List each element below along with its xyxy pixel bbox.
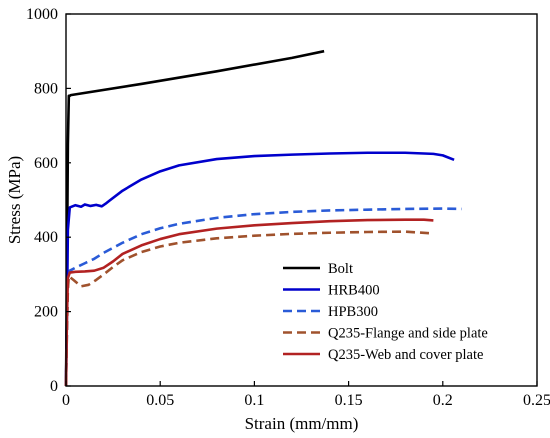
y-tick-label: 600 — [34, 155, 58, 172]
x-tick-label: 0.2 — [433, 392, 453, 409]
series-line-3 — [64, 230, 434, 387]
series-layer — [64, 49, 462, 387]
legend-label-4: Q235-Web and cover plate — [328, 347, 483, 363]
x-tick-label: 0 — [62, 392, 70, 409]
y-tick-label: 0 — [50, 378, 58, 395]
y-tick-label: 400 — [34, 229, 58, 246]
legend-label-3: Q235-Flange and side plate — [328, 326, 488, 342]
x-tick-label: 0.05 — [146, 392, 174, 409]
y-tick-label: 1000 — [26, 6, 58, 23]
x-tick-label: 0.1 — [244, 392, 264, 409]
y-axis-label: Stress (MPa) — [5, 156, 24, 244]
ticks-layer: 0 0.05 0.1 0.15 0.2 0.25 0 200 400 600 800 1000 — [26, 6, 550, 409]
y-tick-label: 200 — [34, 304, 58, 321]
legend: Bolt HRB400 HPB300 Q235-Flange and side pla… — [283, 261, 488, 363]
series-line-2 — [64, 207, 462, 387]
series-line-0 — [64, 49, 325, 387]
x-tick-label: 0.25 — [523, 392, 550, 409]
series-line-1 — [64, 151, 455, 387]
plot-frame — [65, 13, 538, 387]
series-line-4 — [64, 218, 434, 387]
y-tick-label: 800 — [34, 80, 58, 97]
x-tick-label: 0.15 — [335, 392, 363, 409]
x-axis-label: Strain (mm/mm) — [245, 414, 359, 433]
legend-label-2: HPB300 — [328, 304, 378, 320]
legend-label-1: HRB400 — [328, 283, 380, 299]
legend-label-0: Bolt — [328, 261, 353, 277]
